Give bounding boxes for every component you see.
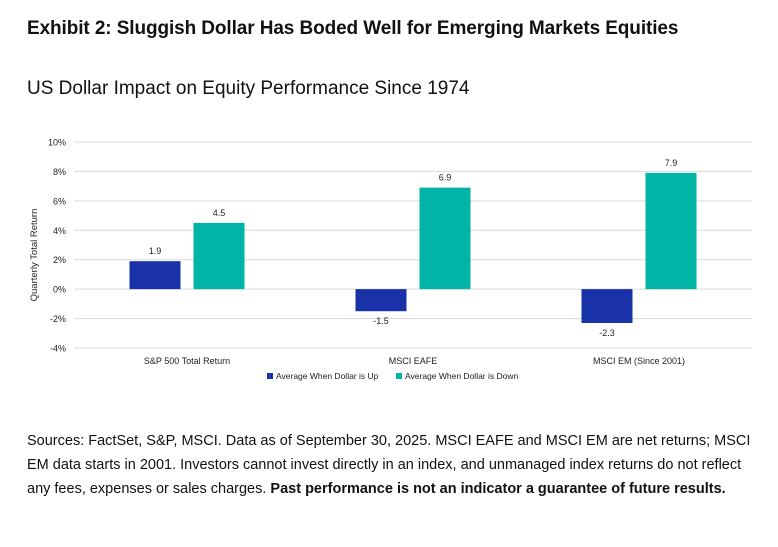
bars — [129, 172, 697, 323]
bar — [645, 172, 697, 290]
bar-chart: -4% -2% 0% 2% 4% 6% 8% 10% Quarterly Total Retu… — [29, 138, 752, 381]
y-tick-label: 2% — [53, 255, 66, 265]
y-tick-label: 10% — [48, 138, 66, 148]
y-tick-label: -4% — [50, 344, 66, 354]
y-axis-label: Quarterly Total Return — [29, 209, 40, 302]
data-label: -1.5 — [373, 316, 389, 326]
category-label: MSCI EAFE — [389, 356, 438, 366]
y-tick-label: 0% — [53, 285, 66, 295]
data-label: 4.5 — [213, 208, 226, 218]
legend: Average When Dollar is Up Average When Do… — [267, 371, 518, 381]
exhibit-title: Exhibit 2: Sluggish Dollar Has Boded Wel… — [27, 18, 679, 39]
category-label: MSCI EM (Since 2001) — [593, 356, 685, 366]
grid-lines — [74, 141, 752, 349]
category-labels: S&P 500 Total Return MSCI EAFE MSCI EM (Si… — [144, 356, 685, 366]
y-tick-label: -2% — [50, 314, 66, 324]
data-label: 6.9 — [439, 173, 452, 183]
bar — [129, 261, 181, 290]
legend-swatch — [267, 373, 273, 379]
legend-label: Average When Dollar is Up — [276, 371, 379, 381]
y-tick-label: 4% — [53, 226, 66, 236]
category-label: S&P 500 Total Return — [144, 356, 230, 366]
bar — [581, 289, 633, 323]
notes-text: Sources: FactSet, S&P, MSCI. Data as of … — [27, 433, 751, 497]
bar — [419, 187, 471, 290]
chart-title: US Dollar Impact on Equity Performance S… — [27, 78, 470, 99]
bar — [193, 222, 245, 290]
notes-disclaimer: Past performance is not an indicator a g… — [270, 481, 726, 497]
data-labels: 1.9 4.5 -1.5 6.9 -2.3 7.9 — [149, 158, 678, 338]
source-notes: Sources: FactSet, S&P, MSCI. Data as of … — [27, 429, 762, 501]
legend-label: Average When Dollar is Down — [405, 371, 518, 381]
data-label: -2.3 — [599, 328, 615, 338]
y-axis-ticks: -4% -2% 0% 2% 4% 6% 8% 10% — [48, 138, 66, 354]
bar — [355, 289, 407, 312]
data-label: 7.9 — [665, 158, 678, 168]
legend-swatch — [396, 373, 402, 379]
y-tick-label: 8% — [53, 167, 66, 177]
y-tick-label: 6% — [53, 196, 66, 206]
data-label: 1.9 — [149, 246, 162, 256]
